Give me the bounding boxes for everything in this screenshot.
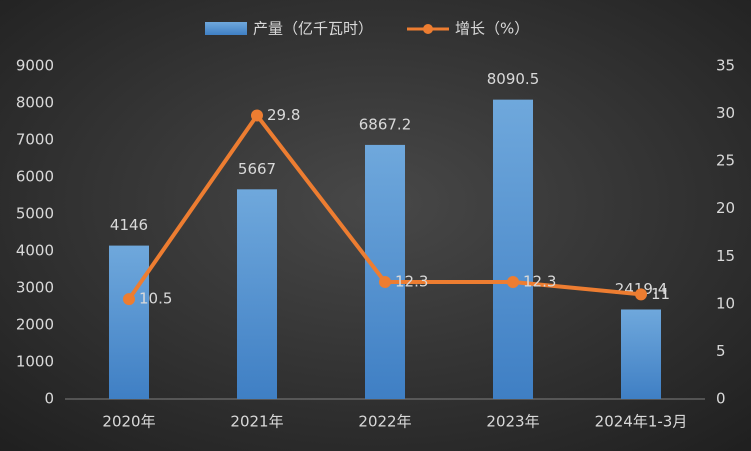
bar-value-label: 8090.5	[487, 70, 540, 88]
x-tick-label: 2022年	[358, 413, 411, 431]
bar-value-label: 6867.2	[359, 115, 412, 133]
y2-tick-label: 20	[716, 199, 735, 217]
y-tick-label: 9000	[16, 57, 54, 75]
y2-tick-label: 35	[716, 57, 735, 75]
legend-marker	[423, 24, 433, 34]
y-tick-label: 7000	[16, 131, 54, 149]
bar-value-label: 5667	[238, 160, 276, 178]
y2-tick-label: 5	[716, 342, 726, 360]
line-value-label: 10.5	[139, 290, 172, 308]
bar	[237, 189, 277, 399]
y-tick-label: 5000	[16, 205, 54, 223]
bar	[109, 245, 149, 399]
y-tick-label: 2000	[16, 316, 54, 334]
line-marker	[635, 288, 647, 301]
y-tick-label: 3000	[16, 279, 54, 297]
line-marker	[123, 293, 135, 306]
line-value-label: 11	[651, 285, 670, 303]
bar-value-label: 4146	[110, 216, 148, 234]
bar	[365, 144, 405, 399]
y-tick-label: 8000	[16, 94, 54, 112]
x-tick-label: 2021年	[230, 413, 283, 431]
bar	[621, 309, 661, 399]
y-tick-label: 1000	[16, 353, 54, 371]
x-tick-label: 2020年	[102, 413, 155, 431]
y2-tick-label: 0	[716, 390, 726, 408]
y2-tick-label: 25	[716, 152, 735, 170]
line-value-label: 12.3	[395, 272, 428, 290]
y-tick-label: 6000	[16, 168, 54, 186]
y-tick-label: 0	[44, 390, 54, 408]
line-marker	[379, 275, 391, 288]
x-tick-label: 2024年1-3月	[595, 413, 688, 431]
y2-tick-label: 10	[716, 294, 735, 312]
y2-tick-label: 15	[716, 247, 735, 265]
legend-swatch	[205, 22, 247, 35]
line-value-label: 29.8	[267, 106, 300, 124]
x-tick-label: 2023年	[486, 413, 539, 431]
y-tick-label: 4000	[16, 242, 54, 260]
line-marker	[507, 275, 519, 288]
y2-tick-label: 30	[716, 104, 735, 122]
legend-label: 增长（%）	[455, 20, 529, 38]
legend-label: 产量（亿千瓦时）	[253, 20, 373, 38]
line-marker	[251, 109, 263, 122]
line-value-label: 12.3	[523, 272, 556, 290]
bar	[493, 99, 533, 400]
